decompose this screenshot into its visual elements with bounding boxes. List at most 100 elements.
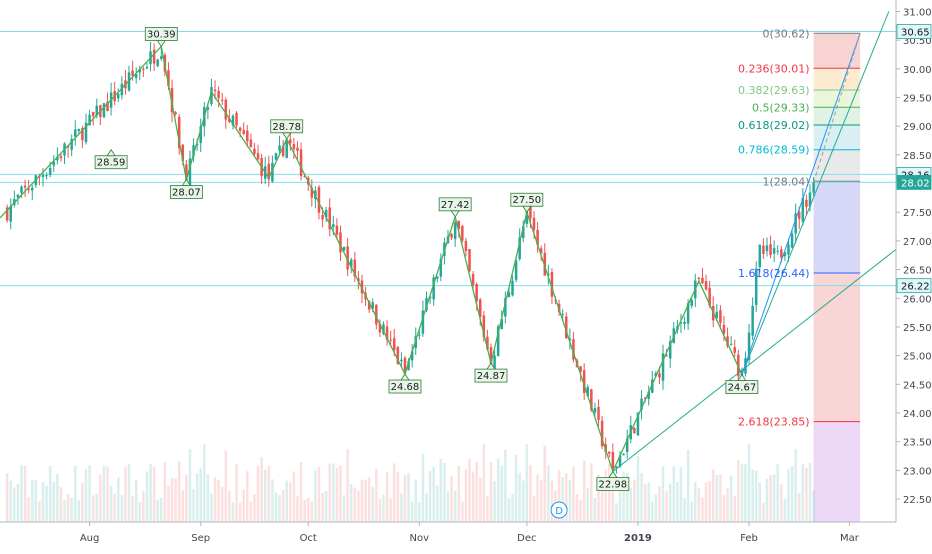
volume-bar: [152, 466, 156, 522]
candle-body: [285, 139, 288, 158]
candle-body: [539, 248, 543, 254]
volume-bar: [697, 488, 701, 522]
candle-body: [805, 199, 808, 207]
candle-body: [77, 128, 81, 132]
candle-body: [16, 194, 20, 198]
volume-bar: [482, 443, 486, 522]
volume-bar: [504, 449, 507, 522]
volume-bar: [737, 459, 740, 522]
candle-body: [256, 153, 260, 160]
candle-body: [435, 276, 439, 279]
volume-bar: [410, 501, 414, 522]
volume-bar: [217, 480, 220, 522]
volume-bar: [493, 480, 496, 522]
volume-bar: [586, 488, 590, 522]
volume-bar: [324, 490, 328, 522]
candle-body: [299, 149, 303, 177]
candle-body: [518, 237, 521, 260]
volume-bar: [396, 471, 400, 522]
price-tick-label: 24.00: [903, 409, 932, 420]
fib-label-0-236: 0.236(30.01): [738, 62, 810, 75]
volume-bar: [188, 449, 192, 522]
fib-label-1: 1(28.04): [762, 175, 809, 188]
candle-body: [346, 246, 349, 270]
volume-bar: [518, 473, 521, 522]
volume-bar: [676, 481, 679, 522]
dividend-marker: [550, 501, 568, 519]
volume-bar: [719, 474, 722, 522]
volume-bar: [701, 497, 704, 522]
candle-body: [70, 139, 73, 150]
volume-bar: [195, 473, 199, 522]
volume-bar: [238, 502, 242, 522]
volume-bar: [278, 495, 281, 522]
volume-bar: [668, 483, 672, 522]
candle-body: [536, 229, 539, 246]
volume-bar: [317, 466, 321, 522]
extra-label-0-pointer: [106, 148, 116, 157]
candle-body: [618, 455, 622, 467]
volume-bar: [346, 449, 349, 522]
time-tick-label: Mar: [840, 533, 860, 544]
candle-body: [385, 326, 389, 340]
dividend-marker-label: D: [555, 506, 563, 517]
volume-bar: [328, 463, 331, 522]
volume-bar: [457, 465, 461, 522]
candle-body: [349, 259, 353, 268]
candle-body: [471, 274, 475, 285]
candle-body: [142, 68, 145, 70]
volume-bar: [407, 472, 410, 522]
volume-bar: [446, 491, 450, 522]
volume-bar: [109, 485, 113, 522]
volume-bar: [758, 482, 762, 522]
volume-bar: [292, 471, 296, 522]
candle-body: [561, 313, 564, 315]
candle-body: [600, 420, 604, 447]
candle-body: [95, 105, 99, 116]
candle-body: [622, 454, 625, 456]
volume-bar: [81, 483, 84, 522]
volume-bar: [48, 465, 52, 522]
candle-body: [769, 244, 772, 256]
candle-body: [131, 70, 134, 76]
volume-bar: [475, 462, 478, 522]
pivot-label-10-pointer: [608, 470, 618, 478]
volume-bar: [529, 465, 532, 522]
volume-bar: [536, 474, 539, 522]
candle-body: [511, 280, 514, 296]
candle-body: [167, 70, 170, 87]
volume-bar: [525, 444, 529, 522]
volume-bar: [339, 465, 342, 522]
volume-bar: [421, 453, 425, 522]
volume-bar: [59, 487, 63, 522]
candle-body: [776, 250, 779, 252]
volume-bar: [106, 466, 109, 522]
volume-bar: [45, 485, 48, 522]
candle-body: [751, 305, 754, 336]
volume-bar: [661, 466, 665, 522]
extra-label-0-text: 28.59: [97, 158, 126, 169]
fib-zone-0-618: [813, 125, 861, 150]
volume-bar: [787, 468, 790, 522]
candle-body: [392, 338, 396, 351]
candle-body: [582, 370, 586, 393]
fib-label-0-382: 0.382(29.63): [738, 84, 810, 97]
volume-bar: [357, 490, 360, 522]
pivot-label-9-text: 27.50: [513, 195, 542, 206]
volume-bar: [174, 478, 177, 522]
candle-body: [289, 139, 292, 144]
volume-bar: [289, 482, 292, 522]
candle-body: [461, 225, 464, 241]
candle-body: [529, 201, 532, 219]
volume-bar: [231, 502, 235, 522]
candle-body: [367, 301, 371, 310]
candle-body: [482, 315, 486, 337]
time-axis: Aug Sep Oct Nov Dec 2019 Feb Mar: [0, 521, 932, 550]
price-tick-label: 30.00: [903, 65, 932, 76]
candle-body: [375, 304, 378, 325]
volume-bar: [41, 482, 45, 522]
volume-bar: [776, 464, 779, 522]
volume-bar: [267, 465, 271, 522]
volume-bar: [389, 498, 392, 522]
